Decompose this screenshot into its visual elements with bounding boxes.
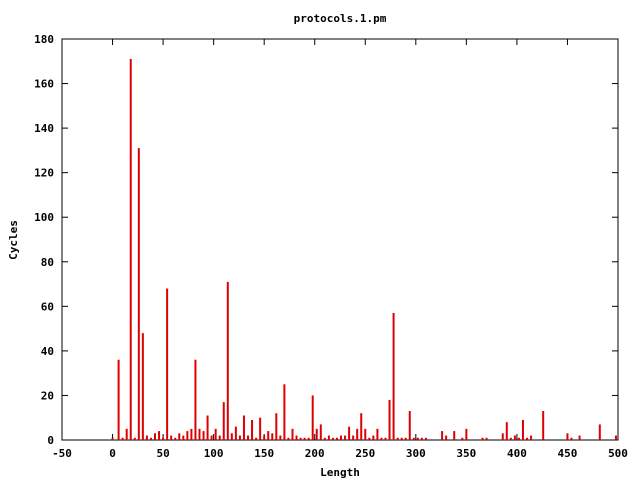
x-tick-label: 500	[608, 447, 628, 460]
y-tick-label: 80	[41, 256, 54, 269]
x-axis-label: Length	[320, 466, 360, 479]
y-tick-label: 40	[41, 345, 54, 358]
x-tick-label: 250	[355, 447, 375, 460]
x-tick-label: 100	[204, 447, 224, 460]
plot-frame	[61, 38, 619, 441]
x-tick-label: 450	[558, 447, 578, 460]
y-tick-label: 140	[34, 122, 54, 135]
y-tick-label: 100	[34, 211, 54, 224]
x-tick-label: 50	[156, 447, 169, 460]
y-tick-label: 120	[34, 167, 54, 180]
y-tick-label: 60	[41, 300, 54, 313]
y-tick-label: 20	[41, 389, 54, 402]
chart-title: protocols.1.pm	[294, 12, 387, 25]
y-tick-label: 160	[34, 78, 54, 91]
x-tick-label: 200	[305, 447, 325, 460]
x-tick-label: 0	[109, 447, 116, 460]
x-tick-label: 350	[456, 447, 476, 460]
x-tick-label: 150	[254, 447, 274, 460]
y-tick-label: 180	[34, 33, 54, 46]
x-tick-label: 400	[507, 447, 527, 460]
y-tick-label: 0	[47, 434, 54, 447]
bar-series	[111, 59, 617, 440]
x-tick-label: 300	[406, 447, 426, 460]
y-axis-label: Cycles	[7, 220, 20, 260]
x-tick-label: -50	[52, 447, 72, 460]
